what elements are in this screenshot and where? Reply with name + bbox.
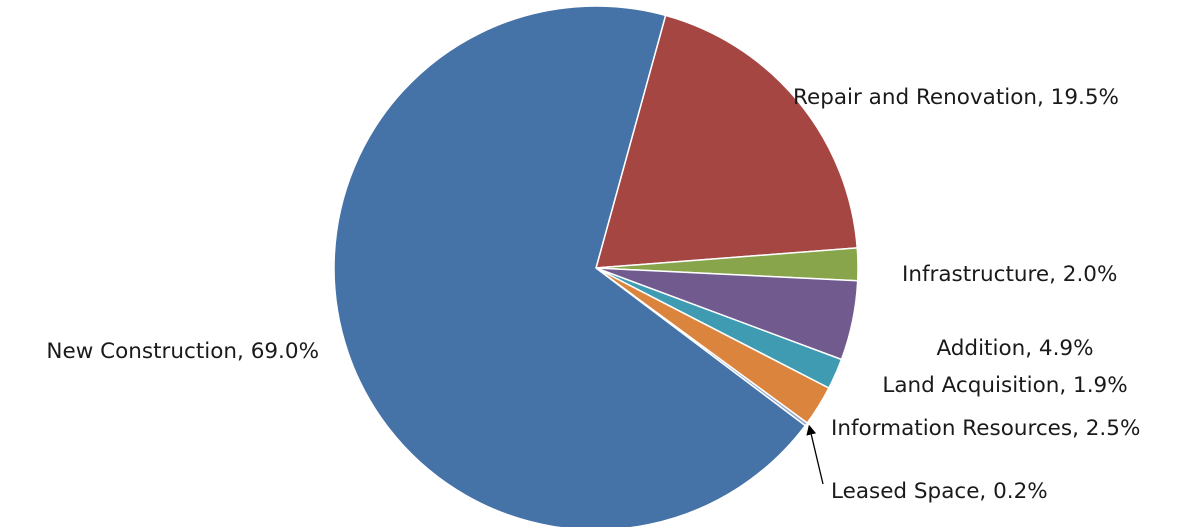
label-new-construction: New Construction, 69.0% — [46, 339, 319, 364]
label-infrastructure: Infrastructure, 2.0% — [902, 262, 1117, 287]
slice-repair-and-renovation — [594, 14, 859, 269]
leader-arrow-leased-space — [806, 424, 824, 485]
slice-new-construction — [333, 5, 807, 527]
label-leased-space: Leased Space, 0.2% — [831, 479, 1048, 504]
label-repair-and-renovation: Repair and Renovation, 19.5% — [793, 85, 1119, 110]
label-addition: Addition, 4.9% — [936, 336, 1093, 361]
data-labels: Repair and Renovation, 19.5% Infrastructu… — [46, 85, 1140, 504]
leader-lines — [806, 424, 824, 485]
label-information-resources: Information Resources, 2.5% — [831, 416, 1140, 441]
pie-slices — [333, 5, 859, 527]
label-land-acquisition: Land Acquisition, 1.9% — [882, 373, 1127, 398]
